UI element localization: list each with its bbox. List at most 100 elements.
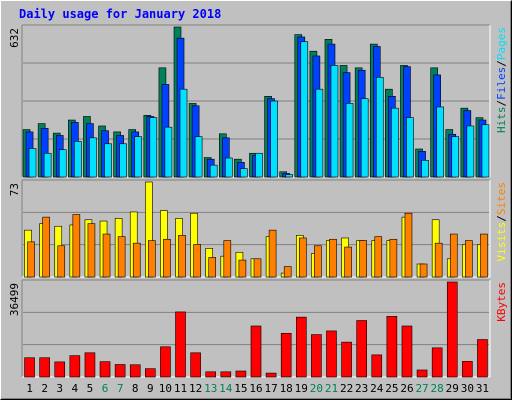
bar-sites-day-27 xyxy=(419,263,428,278)
x-tick-label-day-1: 1 xyxy=(26,382,33,395)
bar-sites-day-22 xyxy=(344,246,352,278)
x-tick-label-day-7: 7 xyxy=(117,382,124,395)
bar-pages-day-12 xyxy=(194,136,203,178)
legend-entry: KBytes xyxy=(495,282,508,322)
bar-kbytes-day-24 xyxy=(371,354,383,378)
bar-sites-day-1 xyxy=(27,241,35,278)
panel-legend: Hits/Files/Pages xyxy=(495,27,508,133)
bar-kbytes-day-14 xyxy=(220,371,232,378)
bar-sites-day-10 xyxy=(163,238,171,278)
bar-kbytes-day-29 xyxy=(446,281,458,378)
bar-kbytes-day-19 xyxy=(295,316,307,378)
bar-kbytes-day-25 xyxy=(386,316,398,378)
bar-kbytes-day-20 xyxy=(311,334,322,378)
bar-sites-day-29 xyxy=(449,233,458,278)
x-tick-label-day-17: 17 xyxy=(264,382,277,395)
bar-pages-day-1 xyxy=(28,148,37,178)
bar-pages-day-9 xyxy=(149,117,158,178)
y-axis-max-label: 73 xyxy=(8,183,21,196)
bar-pages-day-30 xyxy=(466,125,475,178)
bar-sites-day-20 xyxy=(314,245,322,278)
bar-pages-day-31 xyxy=(481,124,490,178)
bar-pages-day-23 xyxy=(360,98,369,178)
panel-kbytes: 36499 KBytes xyxy=(8,279,508,378)
bar-kbytes-day-10 xyxy=(160,346,171,378)
bar-kbytes-day-31 xyxy=(477,339,488,378)
bar-kbytes-day-30 xyxy=(462,361,473,378)
bar-pages-day-25 xyxy=(391,107,399,178)
bar-sites-day-13 xyxy=(208,257,217,278)
bar-sites-day-25 xyxy=(389,238,398,278)
bar-sites-day-26 xyxy=(404,212,413,278)
x-axis-labels: 1 2 3 4 5 6 7 8 9 10 11 12 13 14 15 16 17 18 19 20 21 22 23 24 2… xyxy=(26,382,489,395)
bar-sites-day-4 xyxy=(72,214,81,278)
bar-kbytes-day-22 xyxy=(341,341,352,378)
bar-kbytes-day-9 xyxy=(145,368,156,378)
x-tick-label-day-31: 31 xyxy=(476,382,489,395)
bar-sites-day-7 xyxy=(117,236,126,278)
x-tick-label-day-10: 10 xyxy=(159,382,172,395)
x-tick-label-day-12: 12 xyxy=(189,382,202,395)
bar-sites-day-11 xyxy=(178,235,186,278)
bar-pages-day-19 xyxy=(300,41,309,178)
bar-kbytes-day-15 xyxy=(235,370,247,378)
x-tick-label-day-9: 9 xyxy=(147,382,154,395)
chart-title: Daily usage for January 2018 xyxy=(19,7,221,21)
bar-kbytes-day-18 xyxy=(280,332,292,378)
y-axis-max-label: 36499 xyxy=(8,283,21,316)
bar-pages-day-10 xyxy=(164,126,173,178)
legend-entry: / xyxy=(495,100,508,107)
panel-legend: Visits/Sites xyxy=(495,182,508,262)
bar-pages-day-16 xyxy=(255,152,263,178)
bar-sites-day-3 xyxy=(57,245,66,278)
bar-pages-day-3 xyxy=(58,149,67,178)
x-tick-label-day-3: 3 xyxy=(56,382,63,395)
x-tick-label-day-28: 28 xyxy=(431,382,444,395)
bar-pages-day-2 xyxy=(43,152,52,178)
x-tick-label-day-27: 27 xyxy=(415,382,428,395)
bar-sites-day-8 xyxy=(132,242,141,278)
bar-sites-day-12 xyxy=(193,244,201,278)
bar-kbytes-day-28 xyxy=(431,347,443,378)
legend-entry: Visits xyxy=(495,222,508,262)
bar-kbytes-day-27 xyxy=(416,369,428,378)
bar-pages-day-21 xyxy=(330,65,339,178)
bar-sites-day-5 xyxy=(87,223,96,278)
x-tick-label-day-15: 15 xyxy=(234,382,247,395)
x-tick-label-day-26: 26 xyxy=(400,382,413,395)
x-tick-label-day-2: 2 xyxy=(41,382,48,395)
bar-pages-day-17 xyxy=(270,100,278,178)
x-tick-label-day-11: 11 xyxy=(174,382,187,395)
x-tick-label-day-13: 13 xyxy=(204,382,217,395)
x-tick-label-day-14: 14 xyxy=(219,382,233,395)
x-tick-label-day-20: 20 xyxy=(310,382,323,395)
x-tick-label-day-5: 5 xyxy=(87,382,94,395)
x-tick-label-day-8: 8 xyxy=(132,382,139,395)
bar-sites-day-9 xyxy=(148,240,156,278)
bar-kbytes-day-3 xyxy=(54,361,66,378)
bar-pages-day-6 xyxy=(104,143,112,178)
bar-sites-day-14 xyxy=(223,240,232,278)
bar-kbytes-day-16 xyxy=(250,325,262,378)
x-tick-label-day-18: 18 xyxy=(280,382,293,395)
bar-kbytes-day-17 xyxy=(265,372,277,378)
bar-pages-day-26 xyxy=(406,117,414,178)
bar-sites-day-15 xyxy=(238,259,247,278)
legend-entry: Sites xyxy=(495,182,508,215)
bar-kbytes-day-8 xyxy=(129,364,141,378)
bar-kbytes-day-6 xyxy=(99,361,111,378)
bar-pages-day-5 xyxy=(89,137,97,178)
bar-pages-day-8 xyxy=(134,136,143,178)
bar-sites-day-18 xyxy=(283,266,292,278)
bar-pages-day-22 xyxy=(345,103,354,178)
x-tick-label-day-24: 24 xyxy=(370,382,384,395)
bar-pages-day-18 xyxy=(285,174,293,178)
x-tick-label-day-22: 22 xyxy=(340,382,353,395)
bar-sites-day-19 xyxy=(298,237,307,278)
bar-sites-day-24 xyxy=(374,236,383,278)
